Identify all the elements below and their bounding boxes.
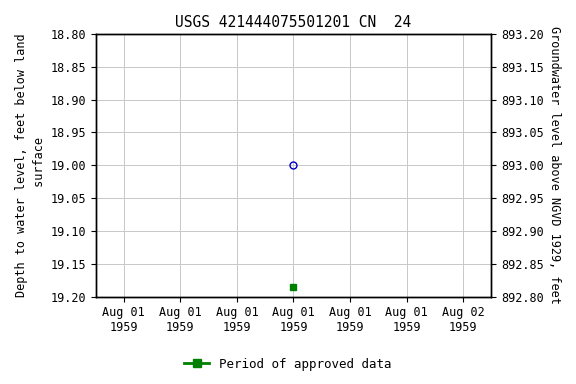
Legend: Period of approved data: Period of approved data (179, 353, 397, 376)
Y-axis label: Depth to water level, feet below land
 surface: Depth to water level, feet below land su… (15, 33, 46, 297)
Title: USGS 421444075501201 CN  24: USGS 421444075501201 CN 24 (175, 15, 412, 30)
Y-axis label: Groundwater level above NGVD 1929, feet: Groundwater level above NGVD 1929, feet (548, 26, 561, 304)
